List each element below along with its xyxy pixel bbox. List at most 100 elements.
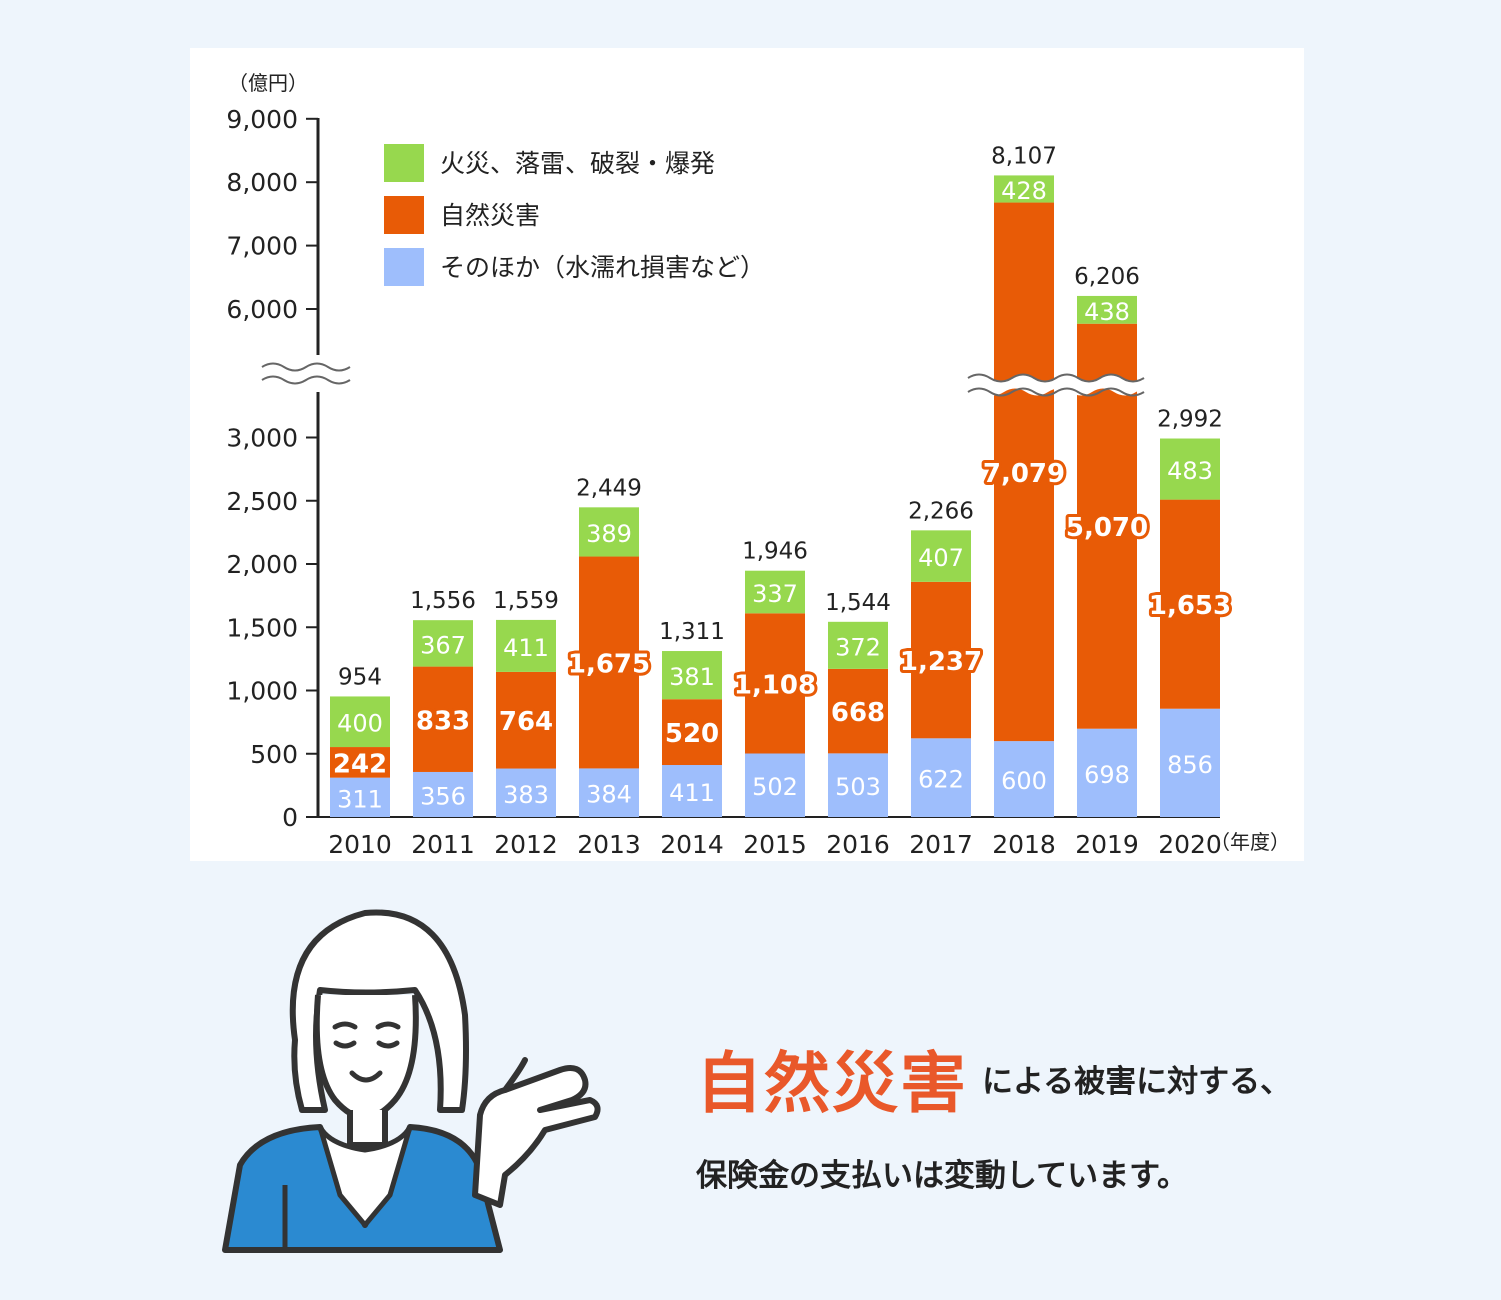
bar-segment	[662, 765, 722, 817]
bar-segment	[1077, 295, 1137, 324]
value-label-other: 503	[835, 773, 881, 801]
value-label-natural: 242	[333, 749, 387, 779]
bar-segment	[994, 741, 1054, 817]
value-label-other: 411	[669, 779, 715, 807]
value-label-other: 622	[918, 766, 964, 794]
y-tick-label: 6,000	[226, 295, 298, 324]
value-label-fire: 389	[586, 520, 632, 548]
value-label-other: 698	[1084, 761, 1130, 789]
x-tick-label: 2017	[909, 830, 973, 859]
legend-label-fire: 火災、落雷、破裂・爆発	[440, 149, 715, 178]
bar-segment	[994, 175, 1054, 203]
value-label-other: 356	[420, 782, 466, 810]
y-tick-label: 1,500	[226, 613, 298, 642]
bar-segment	[1160, 499, 1220, 709]
value-label-fire: 367	[420, 631, 466, 659]
total-label: 1,556	[410, 588, 476, 614]
x-tick-label: 2020	[1158, 830, 1222, 859]
value-label-fire: 428	[1001, 177, 1047, 205]
value-label-natural: 5,070	[1066, 513, 1148, 543]
bar-segment	[579, 768, 639, 817]
face	[313, 994, 419, 1121]
y-tick-label: 1,000	[226, 677, 298, 706]
total-label: 8,107	[991, 143, 1057, 169]
value-label-natural: 764	[499, 707, 553, 737]
bar-segment	[911, 738, 971, 817]
bar-segment	[994, 202, 1054, 742]
value-label-fire: 411	[503, 634, 549, 662]
axis-break-line	[967, 373, 1145, 383]
presenter-illustration	[222, 909, 601, 1253]
bar-segment	[330, 747, 390, 778]
axis-break-mark	[261, 362, 351, 385]
hair	[289, 909, 469, 1113]
neck	[347, 1110, 388, 1148]
axis-break-line	[967, 387, 1145, 397]
value-label-fire: 438	[1084, 298, 1130, 326]
value-label-other: 856	[1167, 751, 1213, 779]
bar-segment	[330, 777, 390, 817]
value-label-natural: 520	[665, 719, 719, 749]
value-label-natural: 1,675	[568, 649, 650, 679]
total-label: 2,449	[576, 475, 642, 501]
bar-segment	[662, 699, 722, 766]
total-label: 1,559	[493, 588, 559, 614]
value-label-fire: 483	[1167, 457, 1213, 485]
caption: 自然災害 による被害に対する、 保険金の支払いは変動しています。	[696, 1030, 1396, 1195]
bar-segment	[662, 651, 722, 700]
legend-swatch-natural-disaster	[384, 196, 424, 234]
bar-segment	[413, 666, 473, 772]
y-tick-label: 7,000	[226, 232, 298, 261]
x-tick-label: 2012	[494, 830, 558, 859]
total-label: 6,206	[1074, 264, 1140, 290]
value-label-fire: 381	[669, 663, 715, 691]
value-label-natural: 1,237	[900, 647, 982, 677]
bar-segment	[911, 530, 971, 582]
x-tick-label: 2014	[660, 830, 724, 859]
bar-segment	[579, 556, 639, 769]
bar-segment	[828, 753, 888, 817]
y-unit-label: （億円）	[228, 71, 308, 95]
bar-segment	[1160, 708, 1220, 817]
value-label-fire: 337	[752, 580, 798, 608]
y-tick-label: 3,000	[226, 424, 298, 453]
jacket	[222, 1124, 503, 1253]
caption-line2: 保険金の支払いは変動しています。	[696, 1158, 1188, 1194]
bar-segment	[745, 570, 805, 614]
y-tick-label: 8,000	[226, 168, 298, 197]
total-label: 1,311	[659, 619, 725, 645]
bar-segment	[330, 696, 390, 748]
x-tick-label: 2018	[992, 830, 1056, 859]
value-label-fire: 400	[337, 710, 383, 738]
legend-swatch-other	[384, 248, 424, 286]
value-label-fire: 407	[918, 544, 964, 572]
bar-segment	[496, 619, 556, 672]
legend-swatch-fire	[384, 144, 424, 182]
total-label: 1,946	[742, 539, 808, 565]
bar-segment	[413, 771, 473, 817]
x-tick-label: 2016	[826, 830, 890, 859]
value-label-natural: 833	[416, 706, 470, 736]
total-label: 2,266	[908, 498, 974, 524]
y-tick-label: 2,000	[226, 550, 298, 579]
value-label-natural: 1,653	[1149, 591, 1231, 621]
stacked-bar-chart: 0 500 1,000 1,500 2,000 2,500 3,000 6,000 7,000 8…	[226, 71, 1290, 859]
bar-segment	[828, 668, 888, 754]
value-label-other: 600	[1001, 767, 1047, 795]
total-label: 1,544	[825, 590, 891, 616]
value-label-fire: 372	[835, 633, 881, 661]
y-tick-label: 500	[250, 740, 298, 769]
value-label-natural: 1,108	[734, 670, 816, 700]
bar-segment	[413, 620, 473, 667]
value-label-other: 383	[503, 781, 549, 809]
bar-segment	[1077, 728, 1137, 817]
x-unit-label: （年度）	[1210, 830, 1290, 854]
caption-line1: による被害に対する、	[982, 1063, 1292, 1100]
total-label: 954	[338, 664, 382, 690]
axis-break-band	[968, 374, 1158, 396]
bar-segment	[828, 621, 888, 669]
legend-label-other: そのほか（水濡れ損害など）	[440, 253, 765, 282]
total-label: 2,992	[1157, 407, 1223, 433]
y-tick-label: 2,500	[226, 487, 298, 516]
x-tick-label: 2013	[577, 830, 641, 859]
